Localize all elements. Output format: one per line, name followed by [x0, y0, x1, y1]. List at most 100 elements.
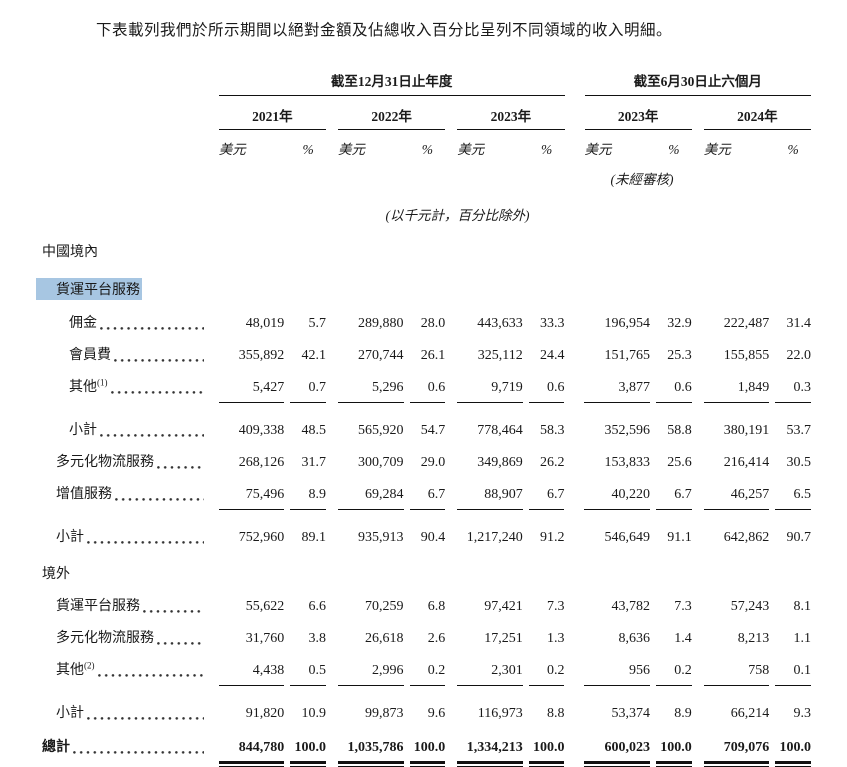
amount-cell: 26,618	[365, 630, 404, 646]
row-label-cell: 其他(2)	[36, 659, 207, 679]
unit-header-amount: 美元	[703, 141, 731, 157]
table-row-多元化物流服務: 多元化物流服務 31,760 3.8 26,618 2.6 17,251 1.3 8,636 1…	[36, 627, 811, 647]
row-label: 多元化物流服務	[56, 630, 154, 646]
row-label-cell: 小計	[36, 702, 207, 722]
amount-cell: 546,649	[604, 529, 651, 545]
row-label: 境外	[42, 566, 70, 582]
amount-cell: 48,019	[245, 315, 285, 331]
amount-cell: 2,301	[457, 663, 523, 686]
revenue-breakdown-table: 截至12月31日止年度 截至6月30日止六個月 2021年 2022年 2023…	[36, 70, 811, 767]
row-label-cell: 貨運平台服務	[36, 277, 208, 300]
amount-cell: 1,217,240	[466, 529, 523, 545]
dot-leader	[115, 497, 204, 501]
table-row-其他: 其他(1) 5,427 0.7 5,296 0.6 9,719 0.6 3,877 0.6 1,8…	[36, 376, 811, 403]
row-label-cell: 小計	[36, 419, 207, 439]
amount-cell: 4,438	[218, 663, 285, 686]
dot-leader	[157, 641, 204, 645]
percent-cell: 28.0	[420, 315, 446, 331]
percent-cell: 58.3	[539, 422, 565, 438]
unit-header-percent: %	[302, 141, 314, 157]
table-header-unaudited: (未經審核)	[36, 168, 811, 188]
amount-cell: 355,892	[238, 347, 285, 363]
row-label: 小計	[56, 705, 84, 721]
amount-cell: 352,596	[604, 422, 651, 438]
amount-cell: 196,954	[604, 315, 651, 331]
percent-cell: 1.3	[546, 630, 565, 646]
unit-header-amount: 美元	[218, 141, 246, 157]
unit-header-percent: %	[540, 141, 553, 157]
percent-cell: 8.9	[290, 487, 326, 510]
footnote-marker: (2)	[84, 660, 95, 671]
dot-leader	[110, 390, 204, 394]
unit-header-amount: 美元	[584, 141, 612, 157]
amount-cell: 40,220	[584, 487, 650, 510]
row-label: 其他(2)	[56, 660, 95, 678]
row-label: 小計	[69, 422, 97, 438]
dot-leader	[97, 673, 204, 677]
amount-cell: 43,782	[611, 598, 651, 614]
year-header-2022: 2022年	[338, 105, 446, 130]
amount-cell: 8,636	[618, 630, 651, 646]
unaudited-note: (未經審核)	[610, 171, 674, 187]
amount-cell: 5,296	[337, 380, 404, 403]
dot-leader	[143, 609, 204, 613]
percent-cell: 1.1	[793, 630, 811, 646]
percent-cell: 0.2	[409, 663, 446, 686]
percent-cell: 54.7	[420, 422, 446, 438]
amount-cell: 53,374	[611, 705, 651, 721]
table-row-多元化物流服務: 多元化物流服務 268,126 31.7 300,709 29.0 349,869 26.2…	[36, 451, 811, 471]
percent-cell: 8.8	[546, 705, 565, 721]
percent-cell: 100.0	[409, 740, 446, 767]
percent-cell: 8.9	[674, 705, 692, 721]
amount-cell: 600,023	[584, 740, 650, 767]
amount-cell: 70,259	[365, 598, 404, 614]
dot-leader	[100, 326, 204, 330]
amount-cell: 349,869	[477, 454, 523, 470]
percent-cell: 7.3	[674, 598, 692, 614]
amount-cell: 55,622	[245, 598, 285, 614]
dot-leader	[157, 465, 204, 469]
table-row-小計: 小計 409,338 48.5 565,920 54.7 778,464 58.3 352,5…	[36, 419, 811, 439]
amount-cell: 99,873	[365, 705, 404, 721]
amount-cell: 5,427	[218, 380, 285, 403]
unit-header-amount: 美元	[337, 141, 365, 157]
amount-cell: 300,709	[358, 454, 404, 470]
row-label: 總計	[42, 739, 70, 755]
percent-cell: 6.7	[409, 487, 446, 510]
row-label-highlighted[interactable]: 貨運平台服務	[36, 277, 142, 300]
amount-cell: 57,243	[730, 598, 770, 614]
amount-cell: 8,213	[737, 630, 770, 646]
percent-cell: 0.6	[409, 380, 446, 403]
amount-cell: 409,338	[238, 422, 285, 438]
percent-cell: 26.1	[420, 347, 446, 363]
percent-cell: 9.6	[427, 705, 446, 721]
amount-cell: 2,996	[337, 663, 404, 686]
dot-leader	[73, 750, 204, 754]
percent-cell: 0.2	[656, 663, 692, 686]
percent-cell: 6.7	[528, 487, 565, 510]
row-label: 其他(1)	[69, 377, 108, 395]
row-label-cell: 總計	[36, 736, 207, 756]
dot-leader	[114, 358, 204, 362]
percent-cell: 30.5	[786, 454, 811, 470]
percent-cell: 0.3	[775, 380, 811, 403]
amount-cell: 69,284	[337, 487, 404, 510]
amount-cell: 270,744	[358, 347, 404, 363]
dot-leader	[100, 433, 204, 437]
row-label: 多元化物流服務	[56, 454, 154, 470]
amount-cell: 758	[703, 663, 770, 686]
amount-cell: 289,880	[358, 315, 404, 331]
row-label-cell: 增值服務	[36, 483, 207, 503]
row-label-cell: 會員費	[36, 344, 207, 364]
percent-cell: 25.6	[667, 454, 692, 470]
amount-cell: 31,760	[245, 630, 285, 646]
amount-cell: 9,719	[457, 380, 523, 403]
row-label: 小計	[56, 529, 84, 545]
year-header-2023-interim: 2023年	[584, 105, 692, 130]
amount-cell: 778,464	[477, 422, 523, 438]
amount-cell: 1,334,213	[457, 740, 523, 767]
table-header-years: 2021年 2022年 2023年 2023年 2024年	[36, 105, 811, 130]
table-row-會員費: 會員費 355,892 42.1 270,744 26.1 325,112 24.4 151,…	[36, 344, 811, 364]
amount-cell: 642,862	[723, 529, 770, 545]
